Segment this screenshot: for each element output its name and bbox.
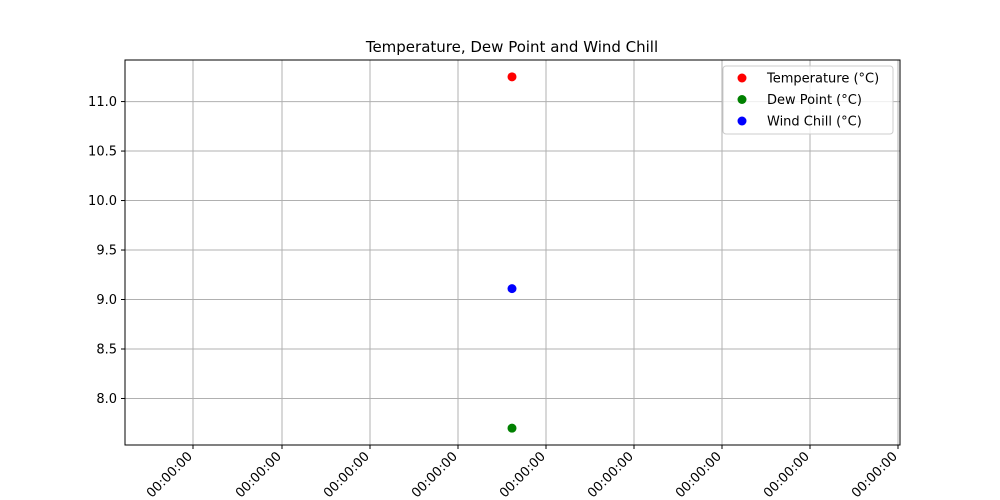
x-tick-label: 00:00:00 xyxy=(673,449,725,500)
legend-marker xyxy=(737,95,747,104)
x-tick-label: 00:00:00 xyxy=(321,449,373,500)
chart-title: Temperature, Dew Point and Wind Chill xyxy=(365,38,658,56)
grid-lines xyxy=(125,60,900,445)
data-points xyxy=(507,72,517,433)
y-tick-label: 10.5 xyxy=(88,145,117,160)
y-tick-label: 10.0 xyxy=(88,194,117,209)
x-tick-label: 00:00:00 xyxy=(585,449,637,500)
x-tick-label: 00:00:00 xyxy=(761,449,813,500)
legend-marker xyxy=(737,116,747,126)
y-tick-label: 8.5 xyxy=(96,342,117,357)
legend: Temperature (°C) Dew Point (°C) Wind Chill… xyxy=(722,65,894,135)
y-tick-label: 9.5 xyxy=(96,244,117,259)
legend-label: Dew Point (°C) xyxy=(767,93,862,108)
data-point-wind-chill xyxy=(507,284,517,294)
y-tick-label: 9.0 xyxy=(96,293,117,308)
x-tick-label: 00:00:00 xyxy=(497,449,549,500)
legend-label: Temperature (°C) xyxy=(766,72,879,87)
legend-label: Wind Chill (°C) xyxy=(767,115,862,130)
legend-box xyxy=(722,65,894,135)
y-tick-label: 8.0 xyxy=(96,392,117,407)
x-tick-label: 00:00:00 xyxy=(849,449,901,500)
y-tick-label: 11.0 xyxy=(88,95,117,110)
data-point-temperature xyxy=(507,72,517,82)
x-tick-label: 00:00:00 xyxy=(233,449,285,500)
x-axis-ticks: 00:00:00 00:00:00 00:00:00 00:00:00 00:00:00… xyxy=(144,445,901,500)
plot-area-frame xyxy=(124,59,901,446)
x-tick-label: 00:00:00 xyxy=(409,449,461,500)
legend-marker xyxy=(737,73,747,83)
data-point-dew-point xyxy=(507,423,517,433)
x-tick-label: 00:00:00 xyxy=(144,449,196,500)
y-axis-ticks: 8.0 8.5 9.0 9.5 10.0 10.5 11.0 xyxy=(88,95,125,407)
